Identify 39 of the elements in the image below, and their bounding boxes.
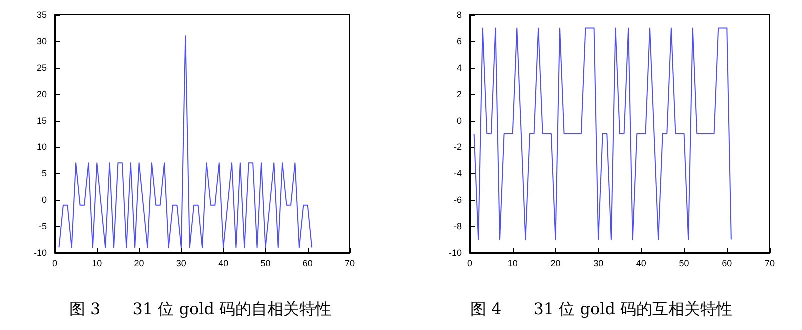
x-tick-label: 70	[764, 258, 776, 268]
x-tick-label: 70	[344, 258, 356, 268]
x-tick-label: 50	[260, 258, 271, 268]
x-tick-label: 10	[92, 258, 102, 268]
x-tick-label: 50	[679, 258, 690, 268]
line-series	[58, 36, 313, 248]
y-tick-label: 35	[36, 10, 47, 20]
y-tick-label: 2	[456, 89, 462, 100]
x-tick-label: 40	[218, 258, 229, 268]
x-tick-label: 10	[508, 258, 518, 268]
y-tick-label: 10	[36, 142, 47, 152]
x-tick-label: 20	[550, 258, 561, 268]
y-tick-label: 4	[456, 62, 462, 73]
y-tick-label: -10	[448, 248, 462, 258]
x-tick-label: 30	[176, 258, 186, 268]
x-tick-label: 60	[302, 258, 313, 268]
text: 图 4 31 位 gold 码的互相关特性	[470, 300, 733, 318]
y-tick-label: -4	[454, 168, 462, 179]
x-tick-label: 20	[134, 258, 144, 268]
y-tick-label: 6	[456, 36, 462, 46]
y-tick-label: -10	[34, 248, 47, 258]
y-tick-label: 0	[42, 195, 47, 206]
y-tick-label: 20	[36, 89, 47, 100]
y-tick-label: -8	[454, 222, 462, 232]
x-tick-label: 0	[467, 258, 473, 268]
y-tick-label: 8	[456, 10, 462, 20]
y-tick-label: 30	[36, 36, 47, 46]
y-tick-label: -5	[38, 222, 47, 232]
x-tick-label: 30	[594, 258, 604, 268]
x-tick-label: 0	[52, 258, 58, 268]
y-tick-label: 15	[36, 116, 47, 126]
x-tick-label: 40	[636, 258, 646, 268]
x-tick-label: 60	[722, 258, 732, 268]
y-tick-label: 0	[456, 116, 462, 126]
y-tick-label: -6	[454, 195, 462, 206]
y-tick-label: 25	[36, 62, 47, 73]
text: 图 3 31 位 gold 码的自相关特性	[69, 300, 332, 318]
y-tick-label: 5	[42, 168, 47, 179]
y-tick-label: -2	[454, 142, 462, 152]
